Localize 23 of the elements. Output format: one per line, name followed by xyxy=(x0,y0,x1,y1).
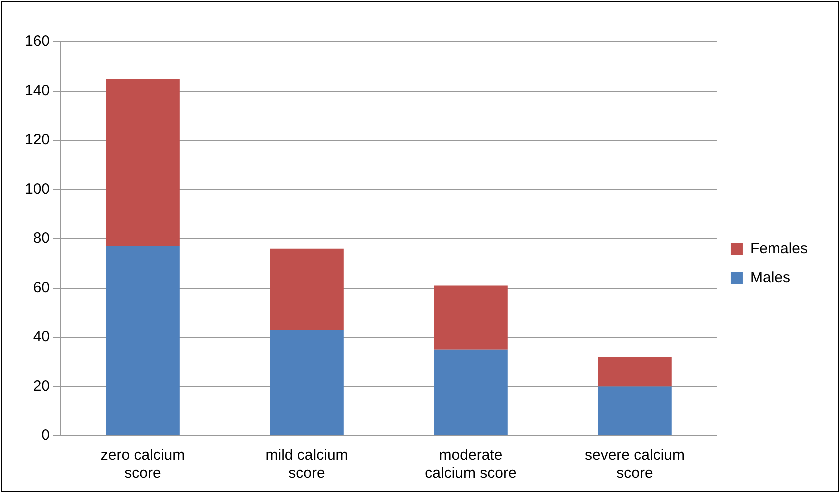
bar xyxy=(434,286,508,350)
y-tick-label: 20 xyxy=(33,378,50,395)
y-tick-label: 160 xyxy=(24,33,50,50)
bar xyxy=(270,248,344,330)
y-tick-label: 140 xyxy=(24,82,50,100)
legend-label: Females xyxy=(750,240,808,258)
x-tick-label: zero calcium score xyxy=(100,447,186,482)
bar xyxy=(270,330,344,436)
y-tick-label: 0 xyxy=(42,427,50,444)
x-tick-label: mild calcium score xyxy=(266,447,348,482)
x-tick-label: moderate calcium score xyxy=(425,447,517,482)
bar xyxy=(598,357,672,387)
y-tick-label: 100 xyxy=(24,180,50,198)
y-tick-label: 60 xyxy=(33,279,50,296)
bar xyxy=(106,246,180,436)
y-tick-label: 120 xyxy=(24,132,50,149)
bar xyxy=(106,78,180,246)
y-tick-label: 80 xyxy=(33,230,50,248)
y-tick-label: 40 xyxy=(33,328,50,346)
bar xyxy=(598,386,672,436)
bar xyxy=(434,350,508,436)
x-tick-label: severe calcium score xyxy=(584,447,686,482)
legend-label: Males xyxy=(750,270,790,287)
